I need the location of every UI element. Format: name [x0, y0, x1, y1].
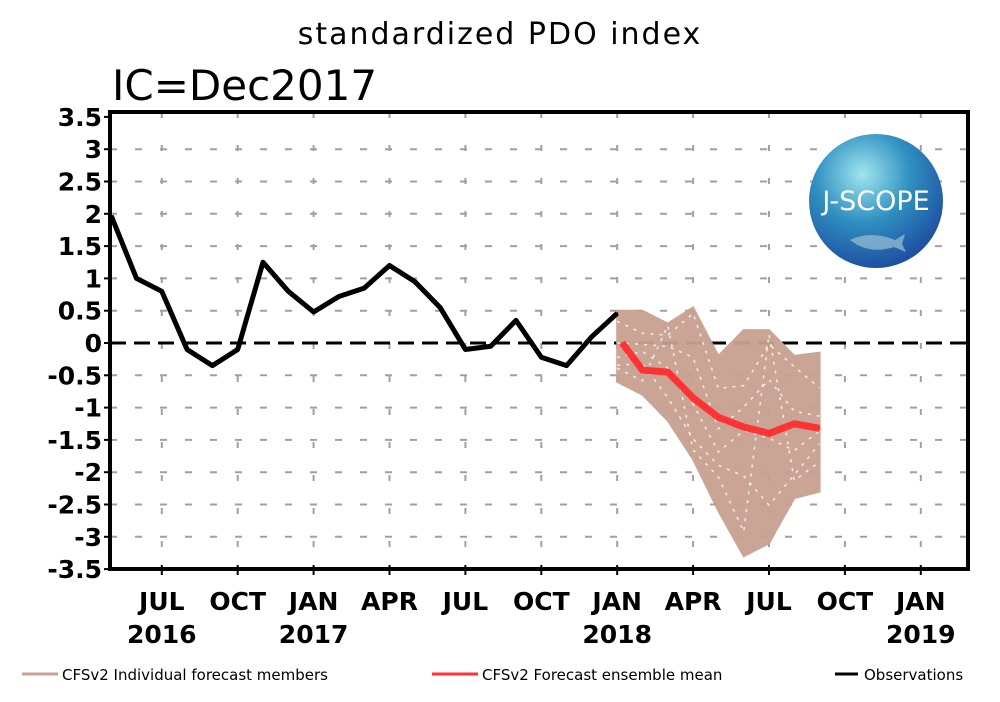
legend: CFSv2 Individual forecast members CFSv2 F…: [22, 666, 963, 684]
observation-point: [287, 290, 290, 293]
x-tick-label: JUL: [441, 587, 489, 616]
y-tick-label: 1: [85, 264, 102, 293]
forecast-member-line: [616, 323, 821, 535]
y-tick-label: -0.5: [47, 361, 102, 390]
observation-point: [135, 277, 138, 280]
x-tick-label: APR: [665, 587, 722, 616]
logo-text: J-SCOPE: [820, 186, 929, 217]
ensemble-mean-point: [742, 425, 745, 428]
ensemble-mean-point: [641, 369, 644, 372]
y-tick-label: 3.5: [58, 103, 102, 132]
x-year-label: 2017: [279, 620, 349, 649]
grid: [110, 112, 968, 569]
y-tick-label: 1.5: [58, 232, 102, 261]
ensemble-mean-point: [666, 371, 669, 374]
observation-point: [337, 295, 340, 298]
observation-point: [515, 319, 517, 322]
plot-marks: [110, 214, 968, 558]
chart-title: standardized PDO index: [298, 17, 703, 52]
y-tick-label: 3: [85, 135, 102, 164]
y-tick-label: -2.5: [47, 491, 102, 520]
observation-point: [413, 280, 416, 283]
x-tick-label: APR: [361, 587, 418, 616]
x-tick-label: OCT: [209, 587, 266, 616]
observation-point: [236, 348, 239, 351]
x-year-label: 2018: [582, 620, 652, 649]
y-tick-label: -2: [74, 458, 102, 487]
ensemble-mean-point: [768, 432, 770, 435]
ensemble-mean-point: [621, 342, 624, 344]
y-tick-label: -3: [74, 523, 102, 552]
legend-label: CFSv2 Individual forecast members: [62, 666, 328, 684]
x-year-label: 2019: [886, 620, 956, 649]
x-tick-label: JAN: [287, 587, 339, 616]
plot-frame: [108, 110, 970, 571]
ensemble-mean-point: [692, 396, 695, 399]
observation-point: [439, 306, 442, 309]
forecast-member-line: [617, 341, 820, 431]
observation-point: [489, 345, 492, 348]
observation-point: [464, 348, 467, 351]
observation-point: [363, 287, 366, 290]
y-axis: 3.5 3 2.5 2 1.5 1 0.5 0 -0.5 -1 -1.5 -2 -2.5 -3 -3.5: [47, 103, 112, 584]
forecast-member-line: [617, 350, 821, 454]
forecast-member-line: [616, 312, 821, 390]
observation-point: [160, 290, 163, 293]
y-tick-label: 2.5: [58, 168, 102, 197]
observation-point: [211, 364, 214, 367]
x-axis: JUL 2016 OCT JAN 2017 APR JUL OCT JAN 2018 APR JUL O…: [127, 565, 956, 649]
x-tick-label: JUL: [744, 587, 792, 616]
legend-label: Observations: [864, 666, 963, 684]
observation-point: [590, 335, 593, 338]
x-tick-label: JAN: [590, 587, 642, 616]
y-tick-label: -1.5: [47, 426, 102, 455]
observation-point: [540, 356, 543, 359]
observation-point: [186, 348, 189, 351]
chart-subtitle: IC=Dec2017: [112, 61, 377, 110]
x-year-label: 2016: [127, 620, 197, 649]
x-tick-label: JUL: [137, 587, 185, 616]
forecast-member-line: [617, 362, 821, 507]
observation-point: [388, 264, 391, 267]
observation-point: [262, 261, 264, 264]
x-tick-label: JAN: [894, 587, 946, 616]
legend-label: CFSv2 Forecast ensemble mean: [482, 666, 722, 684]
observation-point: [616, 312, 619, 315]
x-tick-label: OCT: [513, 587, 570, 616]
x-tick-label: OCT: [817, 587, 874, 616]
observation-point: [312, 310, 315, 313]
y-tick-label: 0: [85, 329, 102, 358]
ensemble-mean-point: [818, 427, 821, 430]
forecast-members-envelope: [616, 306, 821, 558]
y-tick-label: -1: [74, 394, 102, 423]
ensemble-mean-point: [793, 422, 796, 425]
y-tick-label: 0.5: [58, 297, 102, 326]
ensemble-mean-point: [717, 416, 720, 419]
jscope-logo: J-SCOPE: [809, 134, 943, 268]
y-tick-label: -3.5: [47, 555, 102, 584]
y-tick-label: 2: [85, 200, 102, 229]
observation-point: [565, 364, 568, 367]
